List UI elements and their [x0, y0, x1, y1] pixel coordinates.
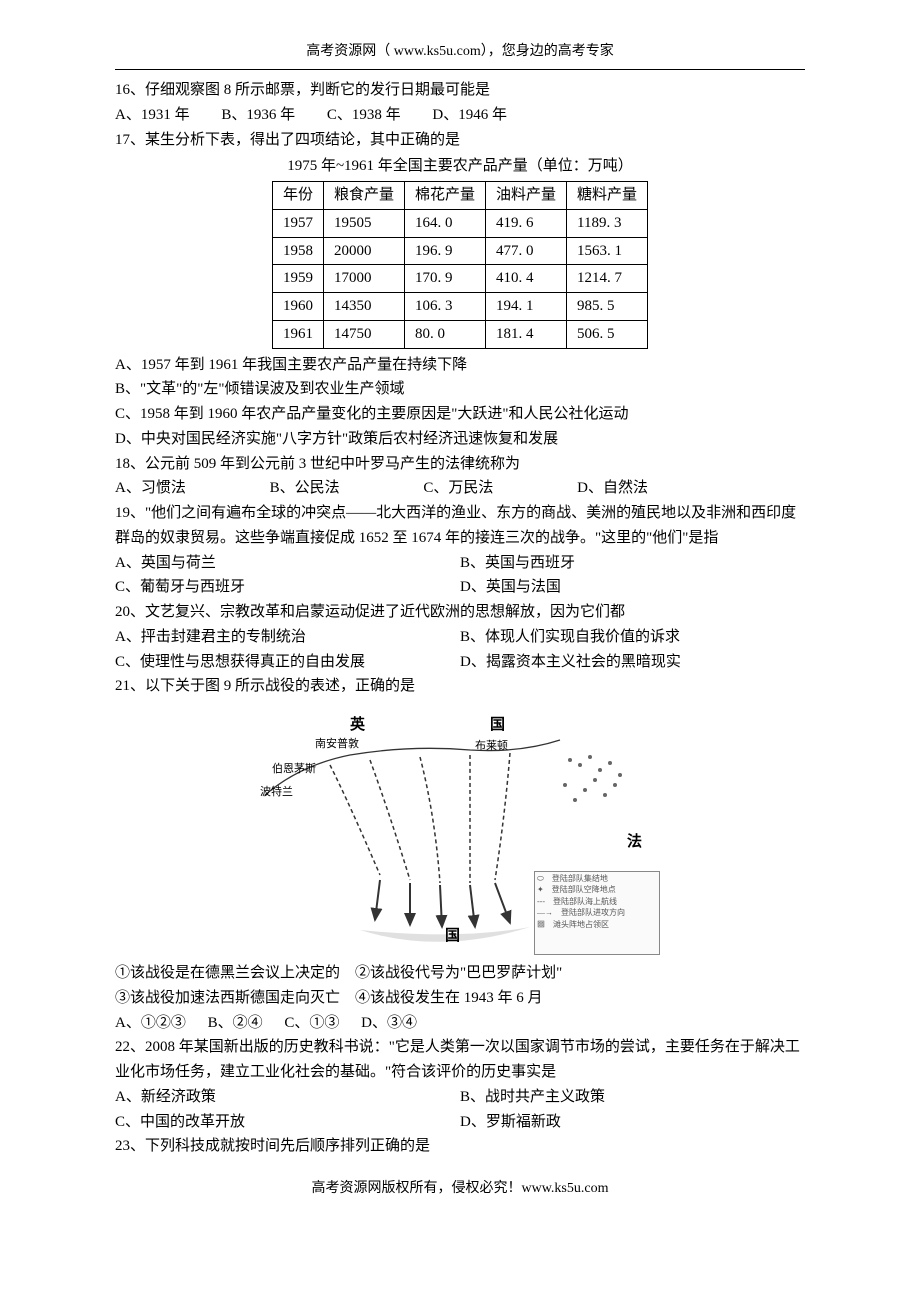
- col-sugar: 糖料产量: [567, 182, 648, 210]
- q21-item-line1: ①该战役是在德黑兰会议上决定的 ②该战役代号为"巴巴罗萨计划": [115, 961, 805, 986]
- col-oil: 油料产量: [486, 182, 567, 210]
- q20-opt-d: D、揭露资本主义社会的黑暗现实: [460, 650, 805, 675]
- q17-table: 年份 粮食产量 棉花产量 油料产量 糖料产量 1957 19505 164. 0…: [272, 181, 648, 349]
- table-row: 1961 14750 80. 0 181. 4 506. 5: [272, 320, 647, 348]
- q22-opt-a: A、新经济政策: [115, 1085, 460, 1110]
- q18-opt-d: D、自然法: [577, 476, 648, 501]
- q17-opt-a: A、1957 年到 1961 年我国主要农产品产量在持续下降: [115, 353, 805, 378]
- q18-stem: 18、公元前 509 年到公元前 3 世纪中叶罗马产生的法律统称为: [115, 452, 805, 477]
- table-row: 1959 17000 170. 9 410. 4 1214. 7: [272, 265, 647, 293]
- col-year: 年份: [272, 182, 323, 210]
- q20-opt-b: B、体现人们实现自我价值的诉求: [460, 625, 805, 650]
- exam-page: 高考资源网（ www.ks5u.com），您身边的高考专家 16、仔细观察图 8…: [0, 0, 920, 1230]
- q21-stem: 21、以下关于图 9 所示战役的表述，正确的是: [115, 674, 805, 699]
- map-legend: ⬭ 登陆部队集结地 ✦ 登陆部队空降地点 --- 登陆部队海上航线 —→ 登陆部…: [534, 871, 660, 955]
- q16-opt-c: C、1938 年: [327, 103, 401, 128]
- city-b: 布莱顿: [475, 737, 508, 755]
- city-c: 伯恩茅斯: [272, 760, 316, 778]
- q16-opt-b: B、1936 年: [221, 103, 295, 128]
- q18-opt-a: A、习惯法: [115, 476, 186, 501]
- q20-stem: 20、文艺复兴、宗教改革和启蒙运动促进了近代欧洲的思想解放，因为它们都: [115, 600, 805, 625]
- legend-5: ▩ 滩头阵地占领区: [537, 920, 657, 930]
- city-a: 南安普敦: [315, 735, 359, 753]
- q19-opt-a: A、英国与荷兰: [115, 551, 460, 576]
- map-label-guo1: 国: [490, 713, 505, 738]
- q17-opt-c: C、1958 年到 1960 年农产品产量变化的主要原因是"大跃进"和人民公社化…: [115, 402, 805, 427]
- q19-opt-c: C、葡萄牙与西班牙: [115, 575, 460, 600]
- table-row: 1957 19505 164. 0 419. 6 1189. 3: [272, 209, 647, 237]
- q17-opt-b: B、"文革"的"左"倾错误波及到农业生产领域: [115, 377, 805, 402]
- q19-opt-b: B、英国与西班牙: [460, 551, 805, 576]
- q16-options: A、1931 年 B、1936 年 C、1938 年 D、1946 年: [115, 103, 805, 128]
- q20-opt-c: C、使理性与思想获得真正的自由发展: [115, 650, 460, 675]
- q19-options: A、英国与荷兰 B、英国与西班牙 C、葡萄牙与西班牙 D、英国与法国: [115, 551, 805, 601]
- q17-table-caption: 1975 年~1961 年全国主要农产品产量（单位：万吨）: [115, 154, 805, 179]
- q18-opt-c: C、万民法: [423, 476, 493, 501]
- q22-options: A、新经济政策 B、战时共产主义政策 C、中国的改革开放 D、罗斯福新政: [115, 1085, 805, 1135]
- q21-opt-d: D、③④: [361, 1011, 417, 1036]
- q19-stem: 19、"他们之间有遍布全球的冲突点——北大西洋的渔业、东方的商战、美洲的殖民地以…: [115, 501, 805, 551]
- q22-stem: 22、2008 年某国新出版的历史教科书说："它是人类第一次以国家调节市场的尝试…: [115, 1035, 805, 1085]
- city-d: 波特兰: [260, 783, 293, 801]
- map-label-guo2: 国: [445, 924, 460, 949]
- header-rule: [115, 69, 805, 70]
- q21-opt-b: B、②④: [208, 1011, 263, 1036]
- q21-options: A、①②③ B、②④ C、①③ D、③④: [115, 1011, 805, 1036]
- q17-stem: 17、某生分析下表，得出了四项结论，其中正确的是: [115, 128, 805, 153]
- q20-options: A、抨击封建君主的专制统治 B、体现人们实现自我价值的诉求 C、使理性与思想获得…: [115, 625, 805, 675]
- table-header-row: 年份 粮食产量 棉花产量 油料产量 糖料产量: [272, 182, 647, 210]
- table-row: 1958 20000 196. 9 477. 0 1563. 1: [272, 237, 647, 265]
- col-cotton: 棉花产量: [404, 182, 485, 210]
- q16-opt-d: D、1946 年: [432, 103, 507, 128]
- legend-1: ⬭ 登陆部队集结地: [537, 874, 657, 884]
- q23-stem: 23、下列科技成就按时间先后顺序排列正确的是: [115, 1134, 805, 1159]
- q16-opt-a: A、1931 年: [115, 103, 190, 128]
- q16-stem: 16、仔细观察图 8 所示邮票，判断它的发行日期最可能是: [115, 78, 805, 103]
- q18-opt-b: B、公民法: [270, 476, 340, 501]
- page-footer: 高考资源网版权所有，侵权必究！www.ks5u.com: [115, 1177, 805, 1200]
- legend-2: ✦ 登陆部队空降地点: [537, 885, 657, 895]
- page-header: 高考资源网（ www.ks5u.com），您身边的高考专家: [115, 40, 805, 63]
- q22-opt-d: D、罗斯福新政: [460, 1110, 805, 1135]
- q19-opt-d: D、英国与法国: [460, 575, 805, 600]
- legend-3: --- 登陆部队海上航线: [537, 897, 657, 907]
- q22-opt-c: C、中国的改革开放: [115, 1110, 460, 1135]
- map-label-fr: 法: [627, 830, 642, 855]
- q22-opt-b: B、战时共产主义政策: [460, 1085, 805, 1110]
- col-grain: 粮食产量: [323, 182, 404, 210]
- q17-opt-d: D、中央对国民经济实施"八字方针"政策后农村经济迅速恢复和发展: [115, 427, 805, 452]
- q18-options: A、习惯法 B、公民法 C、万民法 D、自然法: [115, 476, 805, 501]
- q20-opt-a: A、抨击封建君主的专制统治: [115, 625, 460, 650]
- q21-map-figure: 英 国 法 国 南安普敦 布莱顿 伯恩茅斯 波特兰: [260, 705, 660, 955]
- q21-item-line2: ③该战役加速法西斯德国走向灭亡 ④该战役发生在 1943 年 6 月: [115, 986, 805, 1011]
- q21-opt-a: A、①②③: [115, 1011, 186, 1036]
- legend-4: —→ 登陆部队进攻方向: [537, 908, 657, 918]
- table-row: 1960 14350 106. 3 194. 1 985. 5: [272, 293, 647, 321]
- q21-opt-c: C、①③: [284, 1011, 339, 1036]
